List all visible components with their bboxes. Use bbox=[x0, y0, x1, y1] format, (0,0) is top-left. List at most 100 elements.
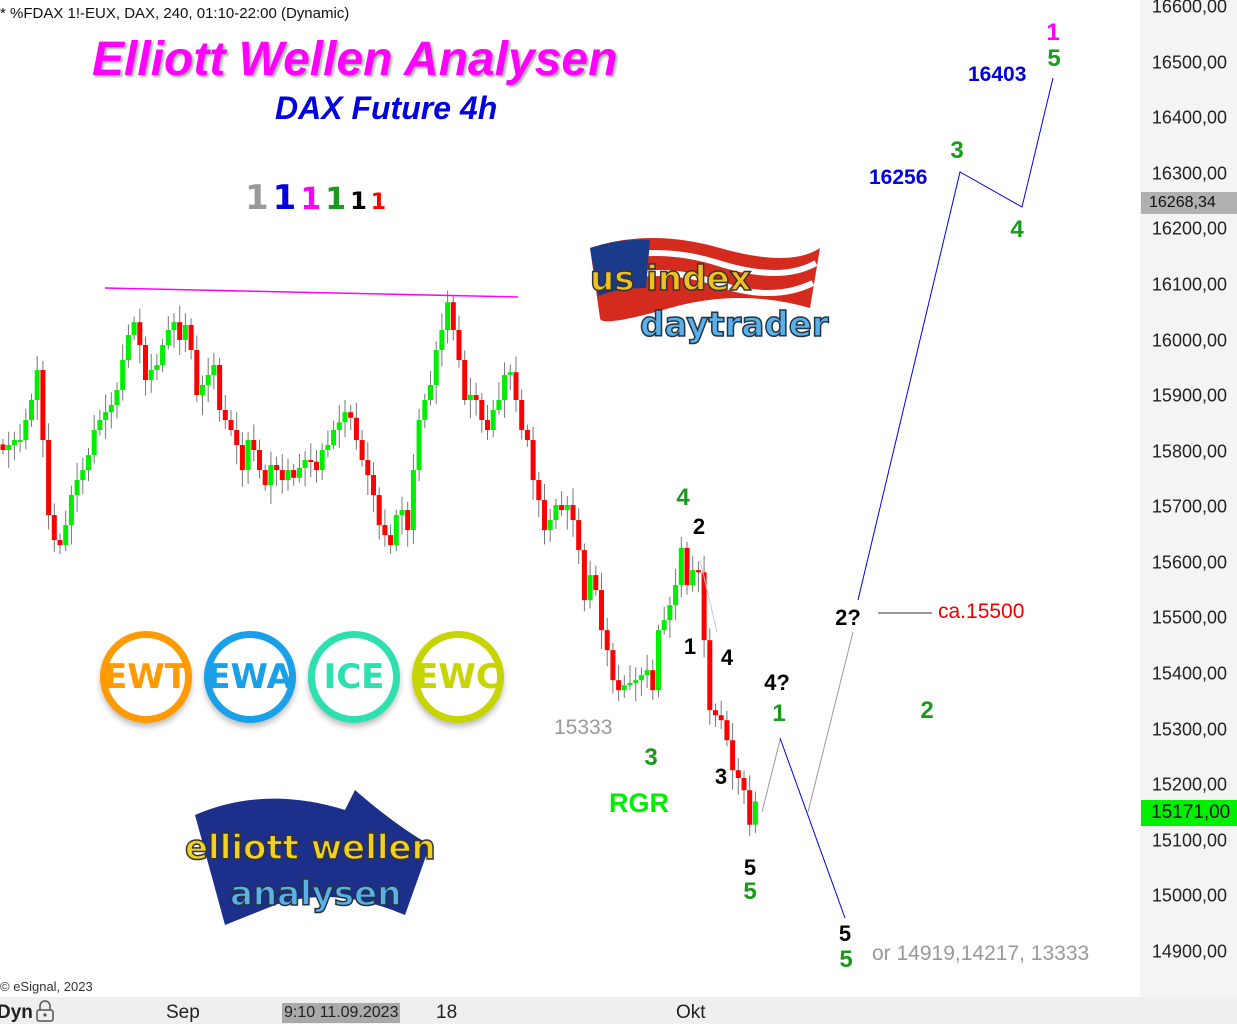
candle-body bbox=[695, 570, 701, 573]
candle-body bbox=[536, 480, 542, 501]
crosshair-date: 9:10 11.09.2023 bbox=[282, 1003, 401, 1023]
candle-body bbox=[650, 670, 656, 691]
y-tick: 16600,00 bbox=[1151, 0, 1227, 17]
crosshair-price: 16268,34 bbox=[1141, 192, 1237, 214]
candle-body bbox=[143, 344, 148, 380]
y-tick: 15100,00 bbox=[1151, 830, 1227, 851]
candle-body bbox=[274, 465, 280, 471]
candle-body bbox=[388, 535, 394, 546]
wave-label: 2 bbox=[692, 514, 706, 539]
rgr-label: RGR bbox=[609, 788, 669, 818]
y-tick: 15300,00 bbox=[1151, 719, 1227, 740]
lock-icon[interactable] bbox=[35, 1000, 55, 1027]
candle-body bbox=[365, 460, 371, 476]
price-axis[interactable]: 16600,00 16500,00 16400,00 16300,00 16200,00… bbox=[1140, 0, 1237, 997]
candle-body bbox=[713, 710, 718, 716]
candle-body bbox=[120, 359, 126, 391]
candle-body bbox=[257, 450, 262, 471]
wave-label: 1 bbox=[1046, 19, 1060, 46]
price-label: 16256 bbox=[869, 166, 928, 189]
candle-body bbox=[507, 372, 513, 375]
target-label: ca.15500 bbox=[938, 600, 1025, 623]
candle-body bbox=[707, 640, 713, 711]
resistance-line bbox=[104, 287, 519, 298]
candle-body bbox=[63, 525, 69, 546]
wave-label: 4? bbox=[764, 670, 790, 695]
candle-body bbox=[496, 400, 502, 411]
candle-body bbox=[416, 420, 422, 471]
candle-body bbox=[530, 440, 536, 481]
candle-body bbox=[616, 680, 622, 691]
candle-body bbox=[268, 465, 274, 486]
wave-label: 3 bbox=[714, 764, 728, 789]
y-tick: 16500,00 bbox=[1151, 52, 1227, 73]
candlestick-chart bbox=[0, 77, 1054, 919]
wave-label: 2? bbox=[835, 605, 861, 630]
y-tick: 14900,00 bbox=[1151, 941, 1227, 962]
candle-body bbox=[148, 369, 154, 380]
copyright: © eSignal, 2023 bbox=[0, 979, 93, 994]
candle-body bbox=[724, 720, 730, 741]
degree-one-label: 1 bbox=[370, 190, 387, 215]
subtitle: DAX Future 4h bbox=[275, 90, 498, 126]
y-tick: 15800,00 bbox=[1151, 441, 1227, 462]
degree-one-label: 1 bbox=[350, 187, 367, 215]
time-axis[interactable]: Dyn Sep 9:10 11.09.2023 18 Okt bbox=[0, 997, 1237, 1024]
candle-body bbox=[182, 324, 188, 340]
dynamic-mode[interactable]: Dyn bbox=[0, 1002, 33, 1023]
candle-body bbox=[576, 520, 582, 551]
candle-body bbox=[633, 680, 639, 683]
candle-body bbox=[40, 369, 46, 441]
candle-body bbox=[644, 670, 650, 676]
candle-body bbox=[331, 430, 337, 446]
candle-body bbox=[667, 605, 673, 621]
degree-one-label: 1 bbox=[245, 178, 269, 218]
x-tick: 18 bbox=[436, 1002, 458, 1023]
candle-body bbox=[559, 505, 565, 511]
candle-body bbox=[239, 445, 245, 471]
y-tick: 16300,00 bbox=[1151, 163, 1227, 184]
candle-body bbox=[581, 550, 587, 601]
candle-body bbox=[621, 685, 627, 691]
svg-text:daytrader: daytrader bbox=[640, 305, 829, 345]
candle-body bbox=[125, 334, 131, 360]
candle-body bbox=[11, 440, 17, 446]
candle-body bbox=[428, 385, 433, 401]
candle-body bbox=[690, 570, 696, 586]
projection-line-blue bbox=[857, 77, 1054, 601]
candle-body bbox=[171, 322, 177, 330]
candle-body bbox=[91, 430, 97, 456]
candle-body bbox=[29, 400, 34, 421]
targets-label: or 14919,14217, 13333 bbox=[872, 942, 1090, 965]
candle-body bbox=[376, 495, 382, 526]
candle-body bbox=[741, 778, 747, 791]
candle-body bbox=[553, 505, 559, 521]
candle-body bbox=[194, 349, 200, 396]
candle-body bbox=[393, 515, 399, 546]
page-title: Elliott Wellen Analysen bbox=[92, 33, 618, 86]
candle-body bbox=[74, 480, 80, 496]
candle-body bbox=[490, 410, 496, 431]
svg-text:elliott wellen: elliott wellen bbox=[185, 828, 436, 868]
y-tick: 16100,00 bbox=[1151, 274, 1227, 295]
candle-body bbox=[433, 349, 439, 385]
candle-body bbox=[405, 510, 411, 531]
low-label: 15333 bbox=[554, 716, 613, 739]
badge-ewc: EWC bbox=[412, 631, 504, 723]
candle-body bbox=[701, 572, 707, 641]
candle-body bbox=[165, 329, 171, 345]
candle-body bbox=[730, 740, 736, 771]
degree-one-label: 1 bbox=[325, 182, 347, 217]
elliott-wellen-analysen-logo: elliott wellen analysen bbox=[184, 785, 445, 935]
candle-body bbox=[399, 510, 405, 516]
candle-body bbox=[291, 470, 297, 478]
y-tick: 16200,00 bbox=[1151, 218, 1227, 239]
chart-plot[interactable]: * %FDAX 1!-EUX, DAX, 240, 01:10-22:00 (D… bbox=[0, 0, 1140, 997]
candle-body bbox=[0, 444, 6, 451]
price-label: 16403 bbox=[968, 63, 1027, 86]
candle-body bbox=[279, 470, 285, 481]
projection-line-gray bbox=[761, 739, 781, 813]
candle-body bbox=[217, 364, 223, 411]
wave-label: 5 bbox=[838, 921, 852, 946]
candle-body bbox=[296, 467, 302, 478]
